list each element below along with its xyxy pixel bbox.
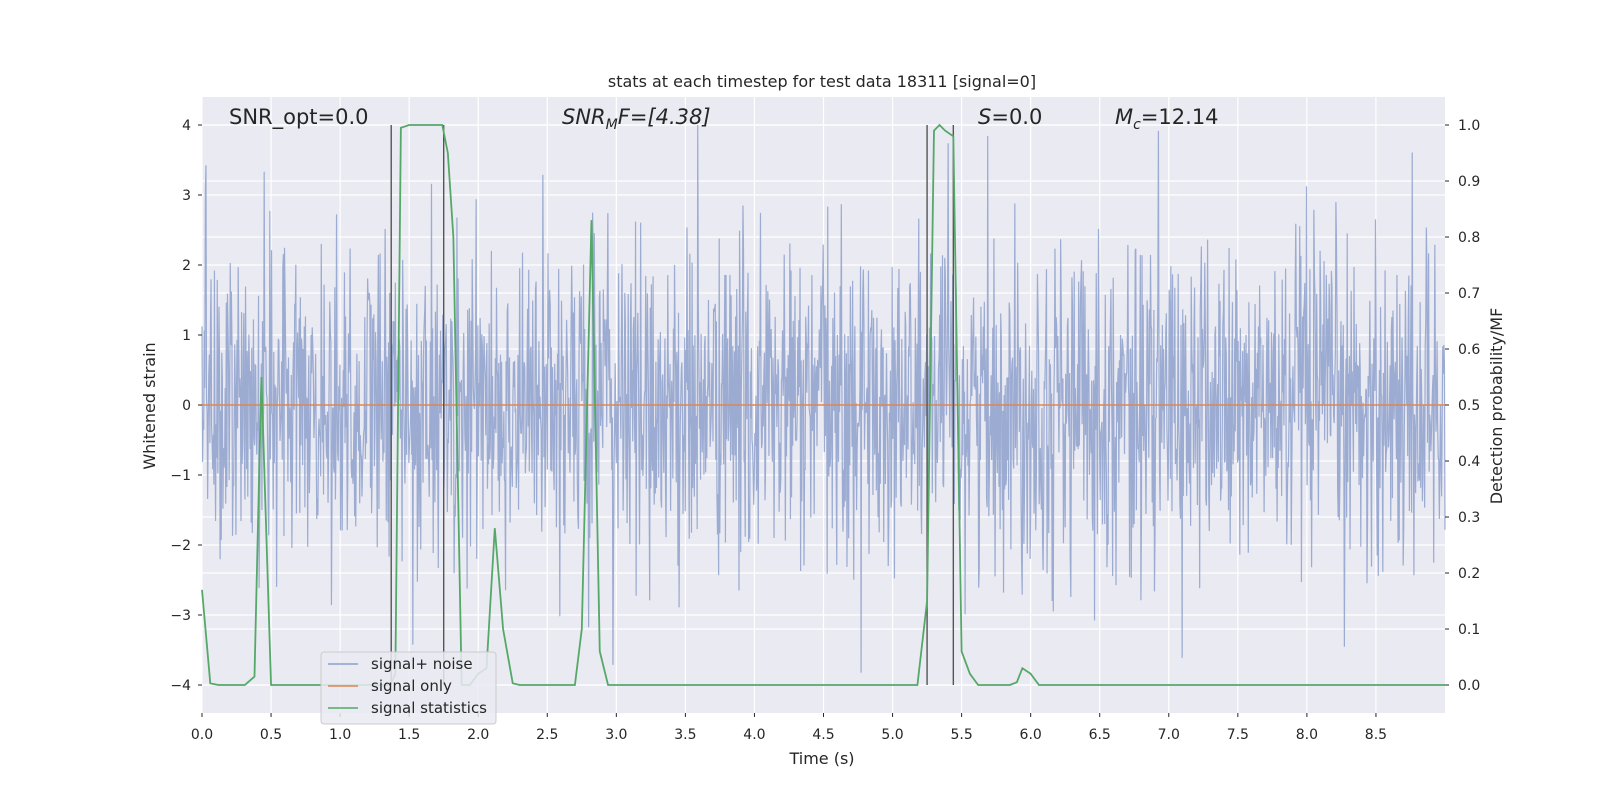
x-tick-label: 4.0: [743, 727, 765, 743]
noise-series: [201, 124, 1446, 673]
y-tick-label-right: 0.6: [1458, 342, 1480, 358]
y-tick-label-left: −3: [170, 608, 191, 624]
annotation-s: S=0.0: [978, 105, 1042, 129]
annotation-snr-mf-sub: M: [606, 117, 618, 133]
legend: signal+ noise signal only signal statist…: [320, 651, 497, 725]
annotation-snr-mf-label: SNR: [562, 105, 606, 129]
y-tick-label-right: 0.8: [1458, 230, 1480, 246]
legend-label-noise: signal+ noise: [371, 655, 473, 673]
x-tick-label: 7.0: [1158, 727, 1180, 743]
legend-label-signal-only: signal only: [371, 677, 452, 695]
x-tick-label: 0.5: [260, 727, 282, 743]
annotation-snr-opt: SNR_opt=0.0: [229, 105, 369, 130]
y-tick-label-left: 2: [182, 258, 191, 274]
x-tick-label: 5.5: [950, 727, 972, 743]
y-tick-label-left: 4: [182, 118, 191, 134]
y-tick-label-right: 0.3: [1458, 510, 1480, 526]
y-tick-label-right: 0.9: [1458, 174, 1480, 190]
annotation-mc-label: M: [1115, 105, 1133, 129]
series-line-noise: [201, 124, 1446, 673]
y-tick-label-left: 0: [182, 398, 191, 414]
legend-box: [320, 651, 497, 725]
y-axis-label-right: Detection probability/MF: [1487, 308, 1506, 505]
x-axis-label: Time (s): [788, 749, 854, 768]
x-tick-label: 4.5: [812, 727, 834, 743]
y-tick-label-left: −2: [170, 538, 191, 554]
annotation-snr-mf-rest: F=[4.38]: [618, 105, 711, 129]
y-tick-label-left: −4: [170, 678, 191, 694]
y-tick-label-right: 0.7: [1458, 286, 1480, 302]
y-tick-label-right: 0.2: [1458, 566, 1480, 582]
annotation-s-label: S: [978, 105, 991, 129]
x-tick-label: 6.5: [1089, 727, 1111, 743]
y-axis-label-left: Whitened strain: [140, 342, 159, 469]
y-tick-label-left: −1: [170, 468, 191, 484]
legend-label-statistics: signal statistics: [371, 699, 487, 717]
x-tick-label: 7.5: [1227, 727, 1249, 743]
annotation-mc-rest: =12.14: [1141, 105, 1219, 129]
y-tick-label-right: 0.4: [1458, 454, 1480, 470]
x-tick-label: 2.5: [536, 727, 558, 743]
annotation-s-rest: =0.0: [991, 105, 1042, 129]
x-tick-label: 5.0: [881, 727, 903, 743]
y-tick-label-right: 0.1: [1458, 622, 1480, 638]
y-tick-label-right: 0.5: [1458, 398, 1480, 414]
y-tick-label-right: 1.0: [1458, 118, 1480, 134]
statistics-series: [201, 123, 1445, 686]
y-tick-label-left: 1: [182, 328, 191, 344]
y-tick-label-right: 0.0: [1458, 678, 1480, 694]
tick-labels: 0.0 0.5 1.0 1.5 2.0 2.5 3.0 3.5 4.0 4.5 5.0 5.5 6.0 6…: [170, 118, 1480, 743]
annotation-mc-sub: c: [1133, 117, 1141, 133]
x-tick-label: 1.5: [398, 727, 420, 743]
x-tick-label: 8.5: [1365, 727, 1387, 743]
annotation-mc: Mc=12.14: [1115, 105, 1219, 133]
x-tick-label: 2.0: [467, 727, 489, 743]
x-tick-label: 1.0: [329, 727, 351, 743]
x-tick-label: 8.0: [1296, 727, 1318, 743]
x-tick-label: 6.0: [1020, 727, 1042, 743]
y-tick-label-left: 3: [182, 188, 191, 204]
x-tick-label: 3.5: [674, 727, 696, 743]
chart-title: stats at each timestep for test data 183…: [608, 72, 1036, 91]
x-tick-label: 0.0: [191, 727, 213, 743]
x-tick-label: 3.0: [605, 727, 627, 743]
series-line-statistics: [201, 123, 1445, 686]
annotation-snr-mf: SNRMF=[4.38]: [562, 105, 711, 133]
